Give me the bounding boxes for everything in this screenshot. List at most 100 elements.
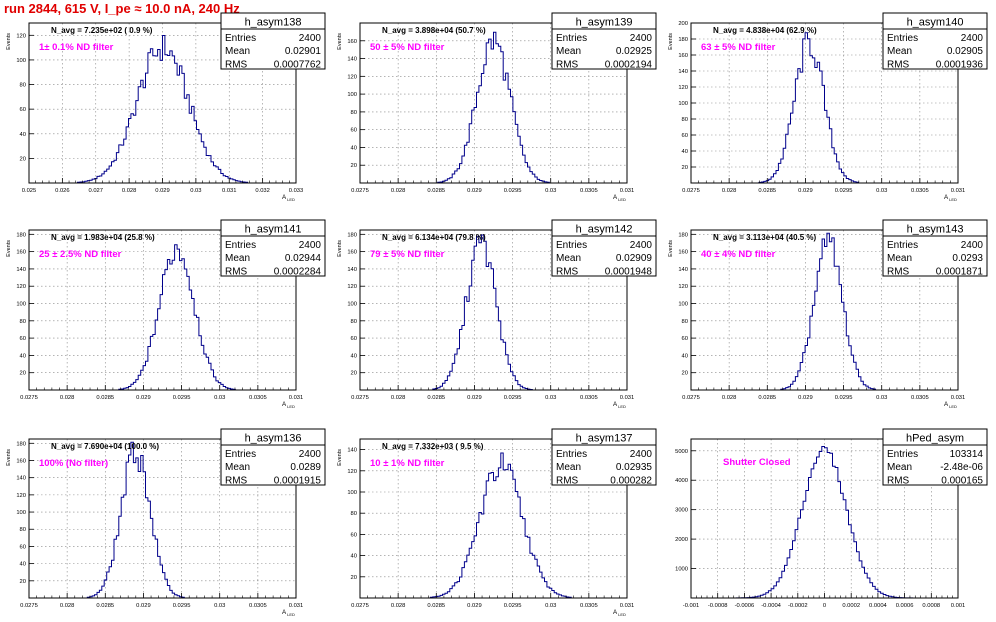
x-tick-label: 0.0305 [580,603,598,609]
x-tick-label: 0.0285 [758,188,776,194]
x-tick-label: 0.028 [391,395,406,401]
y-tick-label: 160 [678,250,688,256]
x-tick-label: 0.031 [951,395,966,401]
stats-key: Entries [556,240,587,251]
x-tick-label: 0.028 [122,188,137,194]
stats-value: 0.000165 [941,475,983,486]
x-tick-label: 0.033 [289,188,304,194]
x-tick-label: 0.0305 [580,188,598,194]
y-tick-label: 100 [347,92,357,98]
x-tick-label: 0.0295 [173,603,191,609]
y-tick-label: 40 [682,353,688,359]
x-tick-label: 0.028 [60,395,75,401]
stats-value: 2400 [299,240,322,251]
x-tick-label: 0.03 [214,603,225,609]
y-tick-label: 40 [20,353,26,359]
stats-key: Mean [225,462,250,473]
x-tick-label: 0.0008 [922,603,940,609]
x-axis-title: ALED [613,401,626,409]
y-tick-label: 80 [20,83,26,89]
stats-key: RMS [225,59,248,70]
stats-key: Entries [887,240,918,251]
y-tick-label: 60 [20,336,26,342]
y-tick-label: 160 [16,458,26,464]
navg-label: N_avg = 1.983e+04 (25.8 %) [51,233,155,242]
x-tick-label: 0 [823,603,826,609]
x-tick-label: 0.029 [136,603,151,609]
y-tick-label: 20 [20,371,26,377]
x-tick-label: 0.028 [60,603,75,609]
x-tick-label: 0.0004 [869,603,888,609]
stats-value: 0.02944 [285,253,322,264]
y-tick-label: 40 [351,554,357,560]
stats-key: RMS [556,475,579,486]
x-tick-label: 0.03 [876,395,887,401]
filter-label: 25 ± 2.5% ND filter [39,249,122,260]
x-tick-label: 0.0295 [504,395,522,401]
stats-value: 2400 [630,449,653,460]
filter-label: 63 ± 5% ND filter [701,42,776,53]
y-tick-label: 60 [20,107,26,113]
stats-key: Entries [887,33,918,44]
x-axis-title: ALED [613,609,626,617]
x-tick-label: 0.03 [545,603,556,609]
x-tick-label: 0.0305 [911,395,929,401]
y-tick-label: 20 [20,579,26,585]
x-tick-label: 0.0275 [20,395,38,401]
y-tick-label: 40 [20,132,26,138]
y-tick-label: 140 [347,267,357,273]
page-title: run 2844, 615 V, I_pe ≈ 10.0 nA, 240 Hz [4,1,240,16]
y-axis-title: Events [6,240,12,257]
stats-value: 2400 [630,33,653,44]
x-tick-label: 0.028 [391,188,406,194]
y-tick-label: 160 [347,250,357,256]
y-tick-label: 100 [16,510,26,516]
stats-key: Entries [556,33,587,44]
stats-key: Entries [556,449,587,460]
x-axis-title: ALED [944,194,957,202]
y-tick-label: 80 [20,319,26,325]
x-axis-title: ALED [282,194,295,202]
stats-box [551,12,657,70]
plot-frame [28,229,297,391]
y-tick-label: 120 [16,493,26,499]
histogram-panel-h_asym137: 0.0275 0.028 0.0285 0.029 0.0295 0.03 0.0305 0.… [337,428,657,617]
y-tick-label: 60 [351,128,357,134]
y-tick-label: 20 [351,575,357,581]
x-tick-label: 0.0275 [682,395,700,401]
y-tick-label: 2000 [675,537,688,543]
x-tick-label: -0.0004 [761,603,781,609]
x-tick-label: 0.031 [620,395,635,401]
stats-value: 2400 [630,240,653,251]
stats-key: Mean [887,253,912,264]
histogram-panel-h_asym136: 0.0275 0.028 0.0285 0.029 0.0295 0.03 0.0305 0.… [6,428,326,617]
filter-label: 100% (No filter) [39,458,108,469]
y-axis-title: Events [337,449,343,466]
y-tick-label: 180 [16,232,26,238]
y-tick-label: 200 [678,21,688,27]
y-tick-label: 1000 [675,567,688,573]
x-tick-label: 0.029 [467,603,482,609]
filter-label: 79 ± 5% ND filter [370,249,445,260]
histogram-panel-h_asym141: 0.0275 0.028 0.0285 0.029 0.0295 0.03 0.0305 0.… [6,219,326,409]
stats-title: h_asym143 [907,224,964,236]
y-tick-label: 20 [20,156,26,162]
y-tick-label: 120 [16,284,26,290]
stats-value: 0.0001948 [605,266,653,277]
x-tick-label: 0.028 [722,395,737,401]
x-tick-label: 0.032 [255,188,270,194]
navg-label: N_avg = 6.134e+04 (79.8 %) [382,233,486,242]
x-tick-label: 0.0285 [427,395,445,401]
x-tick-label: 0.0295 [835,188,853,194]
x-tick-label: 0.03 [214,395,225,401]
plot-frame [359,22,628,184]
x-tick-label: 0.0275 [351,188,369,194]
stats-box [882,12,988,70]
x-tick-label: 0.029 [136,395,151,401]
y-tick-label: 60 [351,336,357,342]
x-tick-label: 0.0285 [96,603,114,609]
stats-value: -2.48e-06 [940,462,983,473]
x-tick-label: -0.0006 [735,603,755,609]
x-tick-label: 0.0006 [896,603,914,609]
y-tick-label: 160 [678,53,688,59]
